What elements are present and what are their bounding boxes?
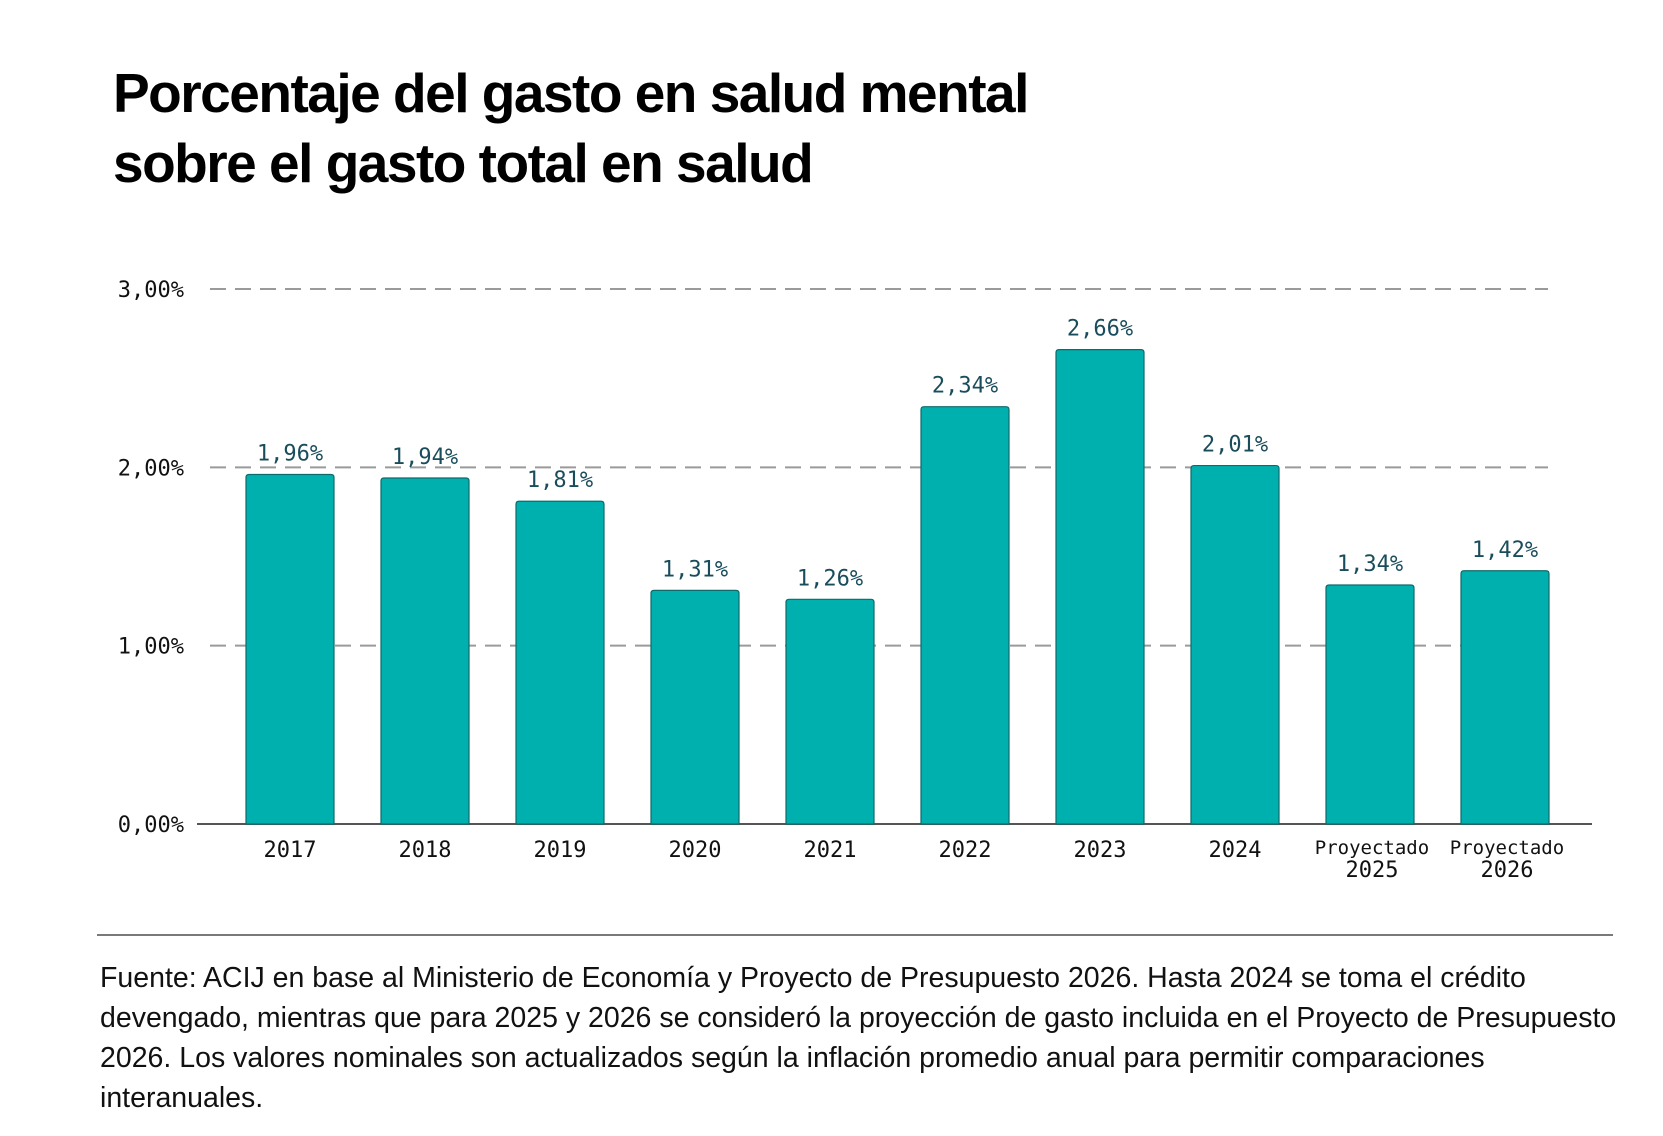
chart-title-line-2: sobre el gasto total en salud (113, 132, 814, 194)
y-tick-label: 0,00% (118, 813, 184, 838)
y-tick-label: 1,00% (118, 635, 184, 660)
y-axis: 0,00% 1,00% 2,00% 3,00% (118, 278, 184, 838)
x-tick-label: 2022 (939, 838, 992, 863)
x-axis: 2017 2018 2019 2020 2021 2022 2023 2024 Proyecta… (264, 837, 1565, 883)
gridlines (210, 288, 1548, 647)
bar (1190, 464, 1280, 825)
x-tick-label-prefix: Proyectado (1315, 837, 1429, 859)
chart-title-line-1: Porcentaje del gasto en salud mental (113, 62, 1029, 124)
data-label: 2,66% (1067, 317, 1133, 342)
x-tick-label: 2023 (1074, 838, 1127, 863)
x-tick-label: 2026 (1481, 858, 1534, 883)
x-tick-label: 2017 (264, 838, 317, 863)
data-labels: 1,96% 1,94% 1,81% 1,31% 1,26% 2,34% 2,66% 2,01%… (257, 317, 1538, 592)
data-label: 1,34% (1337, 552, 1403, 577)
data-label: 1,42% (1472, 538, 1538, 563)
x-tick-label: 2019 (534, 838, 587, 863)
x-tick-label: 2024 (1209, 838, 1262, 863)
chart-title: Porcentaje del gasto en salud mental sob… (113, 58, 1029, 198)
bar (650, 589, 740, 825)
x-tick-label: 2018 (399, 838, 452, 863)
data-label: 1,81% (527, 468, 593, 493)
x-tick-label: 2025 (1346, 858, 1399, 883)
bar-chart: 0,00% 1,00% 2,00% 3,00% 1,96% 1,94% 1,81% 1,31… (118, 278, 1592, 883)
bar (785, 598, 875, 825)
data-label: 1,26% (797, 566, 863, 591)
bar (245, 473, 335, 825)
data-label: 2,34% (932, 374, 998, 399)
y-tick-label: 3,00% (118, 278, 184, 303)
y-tick-label: 2,00% (118, 456, 184, 481)
x-tick-label: 2021 (804, 838, 857, 863)
x-tick-label: 2020 (669, 838, 722, 863)
divider (97, 934, 1613, 936)
bar (380, 477, 470, 825)
bar (515, 500, 605, 825)
bar (920, 406, 1010, 825)
data-label: 1,31% (662, 557, 728, 582)
data-label: 2,01% (1202, 433, 1268, 458)
bars (245, 349, 1550, 825)
bar (1460, 570, 1550, 825)
data-label: 1,94% (392, 445, 458, 470)
bar (1325, 584, 1415, 825)
source-note: Fuente: ACIJ en base al Ministerio de Ec… (100, 962, 1617, 1114)
data-label: 1,96% (257, 441, 323, 466)
x-tick-label-prefix: Proyectado (1450, 837, 1564, 859)
bar (1055, 349, 1145, 825)
